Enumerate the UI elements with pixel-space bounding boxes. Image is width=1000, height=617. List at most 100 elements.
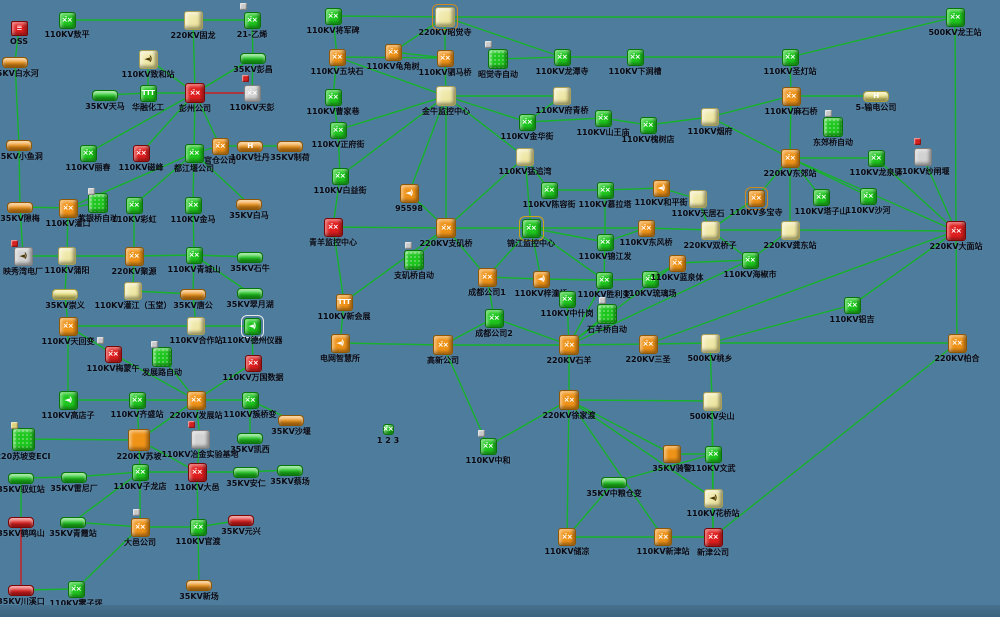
station-node-dongjiao[interactable]: ×̄×: [780, 148, 800, 168]
station-node-yejin[interactable]: [190, 429, 210, 449]
station-node-caichang[interactable]: [277, 464, 303, 476]
station-node-xujiadu[interactable]: ×̄×: [559, 390, 579, 410]
station-node-huarong[interactable]: TTT: [139, 84, 157, 102]
station-node-tazishan[interactable]: ×̄×: [812, 188, 830, 206]
station-node-puyang[interactable]: [58, 247, 76, 265]
station-node-zhaojuesi[interactable]: [432, 4, 458, 30]
station-node-jinniu_cc[interactable]: [436, 86, 456, 106]
station-node-qijing[interactable]: [663, 445, 681, 463]
station-node-taoxiang[interactable]: [700, 333, 720, 353]
station-node-zhihuisuo[interactable]: ◄): [330, 333, 350, 353]
station-node-dongfengqiao[interactable]: ×̄×: [637, 219, 655, 237]
station-node-shengdeng[interactable]: ×̄×: [781, 48, 799, 66]
station-node-haijiaoshi[interactable]: ×̄×: [741, 251, 759, 269]
station-node-anren[interactable]: [233, 466, 259, 478]
station-node-yixi[interactable]: ×̄×: [243, 11, 261, 29]
station-node-shiniu[interactable]: [237, 251, 263, 263]
station-node-yuanxing[interactable]: [228, 514, 254, 526]
station-node-shiyang[interactable]: ×̄×: [559, 335, 579, 355]
station-node-gaoxin[interactable]: ×̄×: [433, 335, 453, 355]
station-node-zhihe2[interactable]: [277, 140, 303, 152]
station-node-qingyang_cc[interactable]: ×̄×: [323, 217, 343, 237]
station-node-gaodianzi[interactable]: ◄): [58, 390, 78, 410]
station-node-shanwangmiao[interactable]: ×̄×: [594, 109, 612, 127]
station-node-caihong[interactable]: ×̄×: [125, 196, 143, 214]
station-node-hepingjie[interactable]: ◄): [652, 179, 670, 197]
station-node-jiangjunbei[interactable]: ×̄×: [324, 7, 342, 25]
station-node-lichun[interactable]: ×̄×: [79, 144, 97, 162]
station-node-dayi_co[interactable]: ×̄×: [130, 517, 150, 537]
station-node-yanfu[interactable]: [701, 108, 719, 126]
station-node-guijiaoshu[interactable]: ×̄×: [384, 43, 402, 61]
station-node-jinhuajie[interactable]: ×̄×: [518, 113, 536, 131]
station-node-wuziping[interactable]: ×̄×: [67, 580, 85, 598]
station-node-dayi110[interactable]: ×̄×: [187, 462, 207, 482]
station-node-fuqingqiao[interactable]: [553, 87, 571, 105]
station-node-shayan[interactable]: [278, 414, 304, 426]
station-node-zitongqiao[interactable]: ◄): [532, 270, 550, 288]
station-node-mashiqiao[interactable]: ×̄×: [781, 86, 801, 106]
station-node-zilong[interactable]: ×̄×: [131, 463, 149, 481]
station-node-qingcheng[interactable]: ×̄×: [185, 246, 203, 264]
station-node-mudan[interactable]: H: [237, 140, 263, 152]
station-node-zhihe[interactable]: ◄): [138, 49, 158, 69]
station-node-baima[interactable]: [236, 198, 262, 210]
station-node-qisheng[interactable]: ×̄×: [128, 391, 146, 409]
station-node-dezhou[interactable]: ◄): [240, 314, 264, 338]
station-node-zjq_auto[interactable]: [404, 250, 424, 270]
station-node-xiaoyudong[interactable]: [6, 139, 32, 151]
station-node-gongdong[interactable]: [780, 220, 800, 240]
station-node-jianshan[interactable]: [702, 391, 722, 411]
station-node-qingxia[interactable]: [60, 516, 86, 528]
station-node-lvji[interactable]: ×̄×: [843, 296, 861, 314]
station-node-pz_co[interactable]: ×̄×: [185, 83, 205, 103]
station-node-huaishudian[interactable]: ×̄×: [639, 116, 657, 134]
station-node-meimengwu[interactable]: ×̄×: [104, 345, 122, 363]
station-node-zhongshigang[interactable]: ×̄×: [558, 290, 576, 308]
station-node-liulichang[interactable]: ×̄×: [641, 270, 659, 288]
station-node-ziyin[interactable]: [88, 193, 108, 213]
station-node-tanggong[interactable]: [180, 288, 206, 300]
station-node-juyuan[interactable]: ×̄×: [124, 246, 144, 266]
station-node-tianpeng[interactable]: ×̄×: [243, 84, 261, 102]
station-node-baihe[interactable]: ×̄×: [947, 333, 967, 353]
station-node-wenwu[interactable]: ×̄×: [704, 445, 722, 463]
station-node-fazhan_auto[interactable]: [152, 347, 172, 367]
station-node-fazhan[interactable]: ×̄×: [186, 390, 206, 410]
station-node-ximei[interactable]: [7, 201, 33, 213]
station-node-supo_eci[interactable]: [11, 427, 35, 451]
station-node-baiyijie[interactable]: ×̄×: [331, 167, 349, 185]
station-node-tianjushi[interactable]: [689, 190, 707, 208]
station-node-dongjiao_auto[interactable]: [823, 117, 843, 137]
station-node-caojiaxiang[interactable]: ×̄×: [324, 88, 342, 106]
station-node-huaqiao[interactable]: ◄): [703, 488, 723, 508]
station-node-zjs_auto[interactable]: [488, 49, 508, 69]
station-node-guandu[interactable]: ×̄×: [189, 518, 207, 536]
station-node-guancang[interactable]: ×̄×: [211, 137, 229, 155]
station-node-longtansi[interactable]: ×̄×: [553, 48, 571, 66]
station-node-yuhong[interactable]: [8, 472, 34, 484]
station-node-leini[interactable]: [61, 471, 87, 483]
station-node-zhijiqiao[interactable]: ×̄×: [436, 218, 456, 238]
station-node-xiajiancao[interactable]: ×̄×: [626, 48, 644, 66]
station-node-gulong[interactable]: [183, 10, 203, 30]
station-node-supo[interactable]: [128, 429, 150, 451]
station-node-oss[interactable]: ≡: [10, 20, 28, 36]
station-node-xinhuizhan[interactable]: TTT: [335, 293, 353, 311]
station-node-yutang[interactable]: [124, 282, 142, 300]
station-node-cifeng[interactable]: ×̄×: [132, 144, 150, 162]
station-node-zhengfujie[interactable]: ×̄×: [329, 121, 347, 139]
station-node-chuliang[interactable]: ×̄×: [558, 528, 576, 546]
station-node-heming[interactable]: [8, 516, 34, 528]
station-node-wanguo[interactable]: ×̄×: [244, 354, 262, 372]
station-node-mulata[interactable]: ×̄×: [596, 181, 614, 199]
station-node-shuangqiaozi[interactable]: [700, 220, 720, 240]
station-node-cuiyuehu[interactable]: [237, 287, 263, 299]
station-node-longquanyi[interactable]: ×̄×: [867, 149, 885, 167]
station-node-xinjin_co[interactable]: ×̄×: [703, 527, 723, 547]
station-node-kaixi[interactable]: [237, 432, 263, 444]
station-node-xinchang[interactable]: [186, 579, 212, 591]
station-node-chengdu2[interactable]: ×̄×: [484, 308, 504, 328]
station-node-shahe[interactable]: ×̄×: [859, 187, 877, 205]
station-node-simaqiao[interactable]: ×̄×: [436, 49, 454, 67]
